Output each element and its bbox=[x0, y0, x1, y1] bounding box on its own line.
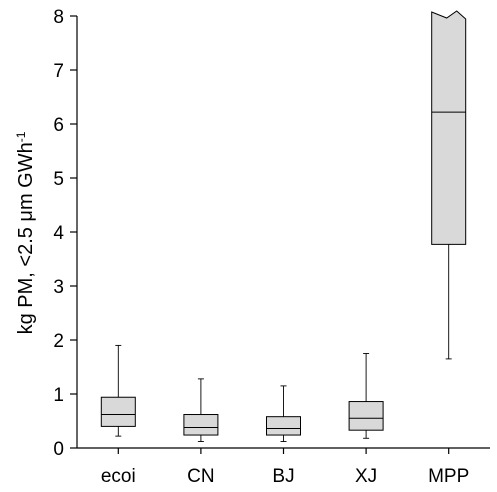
boxes bbox=[100, 10, 467, 442]
axes bbox=[76, 16, 490, 449]
box-rect-truncated bbox=[431, 10, 467, 245]
x-tick-label: ecoi bbox=[101, 466, 136, 487]
box-bj bbox=[266, 385, 301, 442]
y-tick-label: 4 bbox=[53, 223, 64, 244]
box-cn bbox=[183, 378, 219, 442]
box-rect bbox=[348, 401, 384, 431]
x-tick-label: BJ bbox=[272, 466, 294, 487]
x-tick-label: XJ bbox=[355, 466, 377, 487]
y-tick-label: 5 bbox=[53, 169, 64, 190]
y-tick-label: 0 bbox=[53, 439, 64, 460]
y-tick-label: 2 bbox=[53, 331, 64, 352]
x-tick-label: CN bbox=[187, 466, 214, 487]
box-rect bbox=[100, 396, 136, 427]
y-axis-label-superscript: -1 bbox=[14, 131, 28, 142]
y-tick-label: 3 bbox=[53, 277, 64, 298]
y-axis-label: kg PM, <2.5 μm GWh-1 bbox=[14, 131, 37, 334]
y-tick-label: 7 bbox=[53, 61, 64, 82]
y-tick-label: 8 bbox=[53, 7, 64, 28]
box-rect bbox=[266, 416, 301, 436]
y-axis-label-text: kg PM, <2.5 μm GWh bbox=[15, 142, 37, 334]
y-ticks: 0 1 2 3 4 5 6 7 8 bbox=[53, 7, 77, 460]
x-tick-label: MPP bbox=[428, 466, 469, 487]
y-tick-label: 6 bbox=[53, 115, 64, 136]
box-mpp bbox=[431, 10, 467, 360]
box-rect bbox=[183, 414, 219, 436]
svg-text:kg PM, <2.5 μm GWh-1: kg PM, <2.5 μm GWh-1 bbox=[14, 131, 37, 334]
box-ecoi bbox=[100, 344, 136, 437]
x-ticks: ecoi CN BJ XJ MPP bbox=[101, 448, 469, 487]
box-xj bbox=[348, 353, 384, 439]
y-tick-label: 1 bbox=[53, 385, 64, 406]
